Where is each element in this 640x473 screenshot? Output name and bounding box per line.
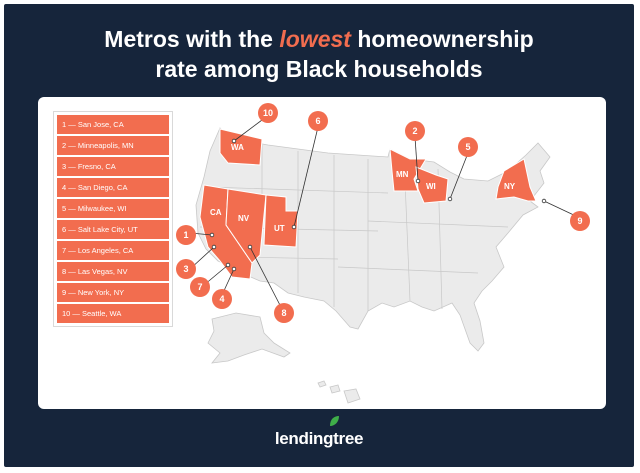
title-line-1: Metros with the lowest homeownership	[4, 24, 634, 54]
legend-row: 9 — New York, NY	[57, 283, 169, 302]
callout-8: 8	[281, 308, 286, 318]
state-label-ut: UT	[274, 224, 285, 233]
legend-row: 6 — Salt Lake City, UT	[57, 220, 169, 239]
infographic-frame: Metros with the lowest homeownership rat…	[4, 4, 634, 467]
alaska-land	[207, 312, 291, 364]
callout-circles	[176, 103, 590, 323]
logo-wordmark: lendingtree	[274, 416, 364, 449]
callout-5: 5	[465, 142, 470, 152]
title-pre: Metros with the	[104, 26, 280, 52]
state-new-york	[495, 158, 537, 202]
state-washington	[219, 128, 263, 166]
title-line-2: rate among Black households	[155, 56, 483, 82]
callout-6: 6	[315, 116, 320, 126]
page-title: Metros with the lowest homeownership rat…	[4, 24, 634, 84]
legend-row: 3 — Fresno, CA	[57, 157, 169, 176]
callout-2: 2	[412, 126, 417, 136]
state-label-mn: MN	[396, 170, 409, 179]
callout-4: 4	[219, 294, 224, 304]
marker-dots	[209, 138, 547, 272]
callout-9: 9	[577, 216, 582, 226]
hawaii-land	[317, 380, 361, 404]
brand-logo: lendingtree	[4, 416, 634, 449]
state-label-ny: NY	[504, 182, 516, 191]
map-card: WA CA NV UT MN WI NY	[38, 97, 606, 409]
callout-7: 7	[197, 282, 202, 292]
us-map: WA CA NV UT MN WI NY	[176, 103, 590, 404]
legend-row: 2 — Minneapolis, MN	[57, 136, 169, 155]
callout-1: 1	[183, 230, 188, 240]
title-post: homeownership	[350, 26, 534, 52]
us-land	[195, 127, 551, 352]
legend-row: 8 — Las Vegas, NV	[57, 262, 169, 281]
legend-row: 5 — Milwaukee, WI	[57, 199, 169, 218]
legend-row: 7 — Los Angeles, CA	[57, 241, 169, 260]
metro-legend: 1 — San Jose, CA 2 — Minneapolis, MN 3 —…	[53, 111, 173, 327]
title-emphasis: lowest	[279, 26, 351, 52]
state-label-wa: WA	[231, 143, 244, 152]
callout-3: 3	[183, 264, 188, 274]
callout-10: 10	[263, 108, 273, 118]
logo-text: lendingtree	[274, 429, 364, 448]
legend-row: 4 — San Diego, CA	[57, 178, 169, 197]
state-label-nv: NV	[238, 214, 250, 223]
state-minnesota	[389, 148, 427, 192]
legend-row: 1 — San Jose, CA	[57, 115, 169, 134]
state-wisconsin	[415, 166, 449, 204]
legend-row: 10 — Seattle, WA	[57, 304, 169, 323]
leaf-icon	[329, 416, 339, 426]
state-label-ca: CA	[210, 208, 222, 217]
state-label-wi: WI	[426, 182, 436, 191]
